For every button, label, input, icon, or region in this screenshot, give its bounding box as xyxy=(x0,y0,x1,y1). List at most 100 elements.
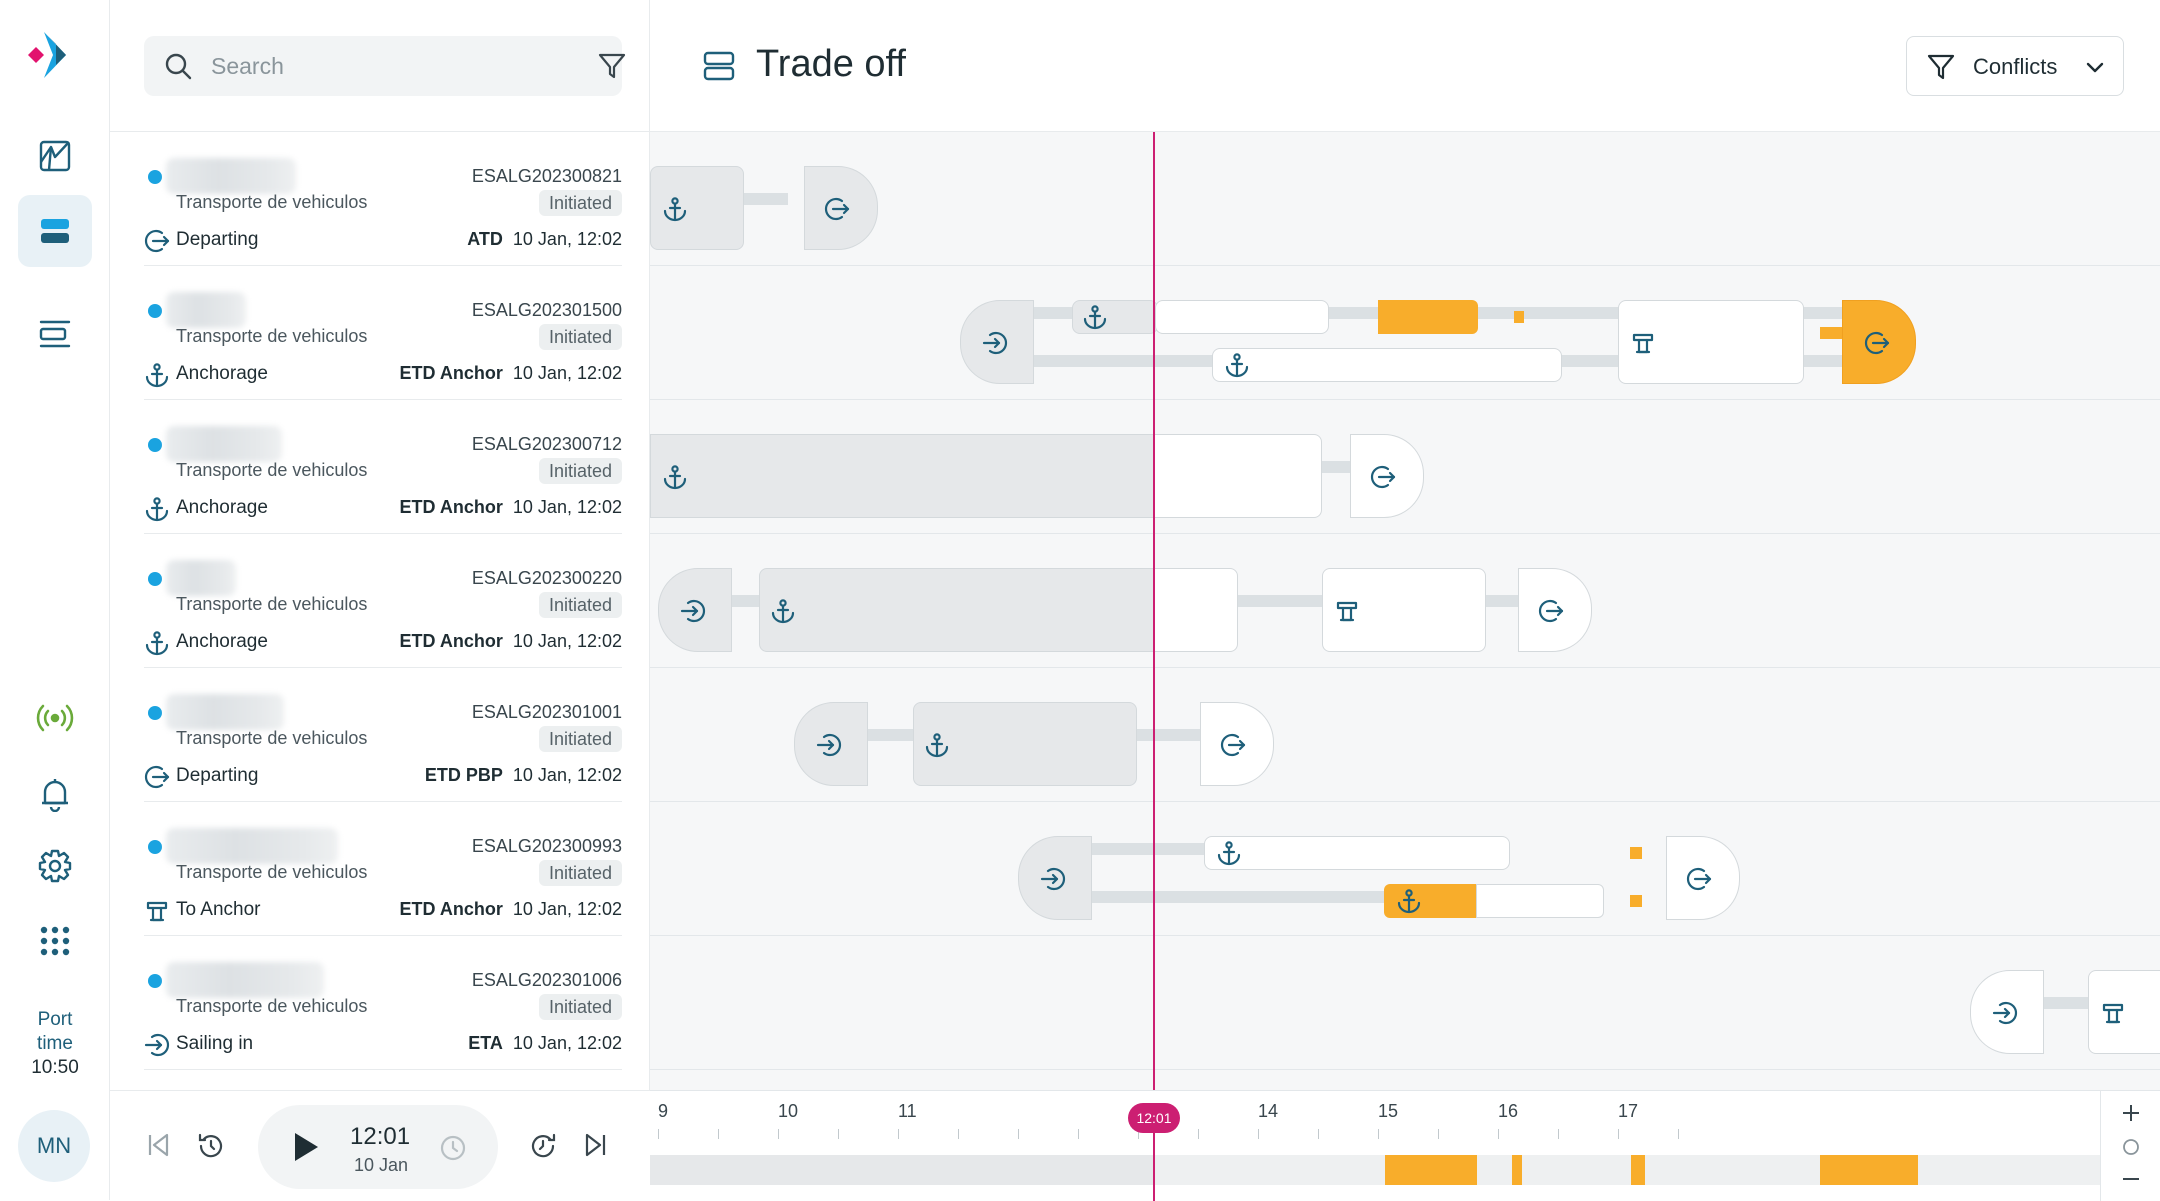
status-dot xyxy=(148,840,162,854)
list-nav-button[interactable] xyxy=(18,298,92,370)
event-time: 10 Jan, 12:02 xyxy=(512,631,622,651)
anchor-icon xyxy=(924,732,950,758)
tick-mark xyxy=(1558,1129,1559,1139)
bollard-icon xyxy=(1334,598,1360,624)
status-dot xyxy=(148,706,162,720)
anchorage-block[interactable] xyxy=(1204,836,1510,870)
vessel-state: Anchorage xyxy=(176,631,268,652)
tick-label: 14 xyxy=(1258,1101,1279,1121)
zoom-out-button[interactable] xyxy=(2121,1169,2141,1189)
event-time: 10 Jan, 12:02 xyxy=(512,363,622,383)
vessel-event: ETD PBP 10 Jan, 12:02 xyxy=(425,765,622,786)
conflict-marker[interactable] xyxy=(1385,1155,1477,1185)
notifications-button[interactable] xyxy=(18,758,92,830)
berth-block[interactable] xyxy=(1618,300,1804,384)
arrival-block[interactable] xyxy=(658,568,732,652)
filter-icon[interactable] xyxy=(598,52,626,80)
conflict-segment[interactable] xyxy=(1630,847,1642,859)
anchor-icon xyxy=(144,362,170,388)
conflicts-filter-label: Conflicts xyxy=(1973,54,2058,79)
anchorage-block[interactable] xyxy=(650,434,1156,518)
list-item[interactable]: ESALG202300712 Transporte de vehiculos I… xyxy=(144,400,622,534)
anchor-icon xyxy=(770,598,796,624)
conflict-segment[interactable] xyxy=(1378,300,1478,334)
page-title: Trade off xyxy=(756,43,906,85)
vessel-type: Transporte de vehiculos xyxy=(176,594,368,614)
status-badge: Initiated xyxy=(538,860,622,886)
anchorage-block[interactable] xyxy=(1072,300,1158,334)
berth-block[interactable] xyxy=(2088,970,2160,1054)
playback-controls: 12:01 10 Jan xyxy=(110,1090,650,1200)
list-icon xyxy=(38,317,72,351)
port-time: Port time 10:50 xyxy=(0,1008,110,1080)
event-label: ETD Anchor xyxy=(399,899,503,919)
rewind-button[interactable] xyxy=(196,1131,226,1161)
live-signal-button[interactable] xyxy=(18,682,92,754)
status-badge: Initiated xyxy=(538,324,622,350)
anchor-icon xyxy=(144,496,170,522)
conflicts-filter-button[interactable]: Conflicts xyxy=(1906,36,2124,96)
event-time: 10 Jan, 12:02 xyxy=(512,1033,622,1053)
conflict-segment[interactable] xyxy=(1630,895,1642,907)
map-nav-button[interactable] xyxy=(18,120,92,192)
zoom-reset-button[interactable] xyxy=(2122,1138,2140,1156)
gantt-row xyxy=(650,668,2160,802)
tick-label: 9 xyxy=(658,1101,669,1121)
forward-button[interactable] xyxy=(528,1131,558,1161)
vessel-event: ATD 10 Jan, 12:02 xyxy=(467,229,622,250)
event-label: ETD Anchor xyxy=(399,497,503,517)
vessel-name-redacted xyxy=(166,426,282,462)
conflict-segment[interactable] xyxy=(1820,327,1844,339)
current-time-line xyxy=(1153,1121,1155,1201)
search-input[interactable]: Search xyxy=(211,53,284,79)
zoom-in-button[interactable] xyxy=(2121,1103,2141,1123)
anchorage-block[interactable] xyxy=(1212,348,1562,382)
list-item[interactable]: ESALG202300993 Transporte de vehiculos I… xyxy=(144,802,622,936)
status-dot xyxy=(148,572,162,586)
vessel-state: Departing xyxy=(176,765,259,786)
conflict-marker[interactable] xyxy=(1820,1155,1918,1185)
conflict-segment[interactable] xyxy=(1384,884,1478,918)
apps-button[interactable] xyxy=(18,905,92,977)
current-time-badge[interactable]: 12:01 xyxy=(1128,1103,1180,1133)
sailing-in-icon xyxy=(680,598,706,624)
list-item[interactable]: ESALG202300220 Transporte de vehiculos I… xyxy=(144,534,622,668)
anchorage-block[interactable] xyxy=(913,702,1137,786)
anchorage-block[interactable] xyxy=(1476,884,1604,918)
timeline-icon xyxy=(702,50,736,82)
anchorage-block[interactable] xyxy=(1155,300,1329,334)
anchorage-block[interactable] xyxy=(1154,434,1322,518)
tick-mark xyxy=(1018,1129,1019,1139)
departing-icon xyxy=(824,196,850,222)
list-item[interactable]: ESALG202301001 Transporte de vehiculos I… xyxy=(144,668,622,802)
user-avatar[interactable]: MN xyxy=(18,1110,90,1182)
zoom-controls xyxy=(2100,1091,2160,1201)
status-badge: Initiated xyxy=(538,190,622,216)
search-box[interactable]: Search xyxy=(144,36,626,96)
conflict-marker[interactable] xyxy=(1512,1155,1522,1185)
list-item[interactable]: ESALG202301500 Transporte de vehiculos I… xyxy=(144,266,622,400)
skip-end-button[interactable] xyxy=(582,1131,610,1159)
clock-icon[interactable] xyxy=(438,1133,468,1163)
skip-start-button[interactable] xyxy=(144,1131,172,1159)
anchorage-block[interactable] xyxy=(650,166,744,250)
app-logo[interactable] xyxy=(26,28,76,82)
anchor-icon xyxy=(1224,352,1250,378)
list-item[interactable]: ESALG202300821 Transporte de vehiculos I… xyxy=(144,132,622,266)
settings-button[interactable] xyxy=(18,830,92,902)
vessel-code: ESALG202301001 xyxy=(471,702,622,722)
conflict-segment[interactable] xyxy=(1514,311,1524,323)
berth-block[interactable] xyxy=(1322,568,1486,652)
conflict-marker[interactable] xyxy=(1631,1155,1645,1185)
vessel-type: Transporte de vehiculos xyxy=(176,460,368,480)
status-dot xyxy=(148,974,162,988)
trade-off-nav-button[interactable] xyxy=(18,195,92,267)
anchorage-block[interactable] xyxy=(1154,568,1238,652)
vessel-state: Departing xyxy=(176,229,259,250)
play-button[interactable] xyxy=(292,1131,320,1163)
status-badge: Initiated xyxy=(538,458,622,484)
anchorage-block[interactable] xyxy=(759,568,1156,652)
vessel-code: ESALG202301500 xyxy=(471,300,622,320)
event-time: 10 Jan, 12:02 xyxy=(512,229,622,249)
list-item[interactable]: ESALG202301006 Transporte de vehiculos I… xyxy=(144,936,622,1070)
